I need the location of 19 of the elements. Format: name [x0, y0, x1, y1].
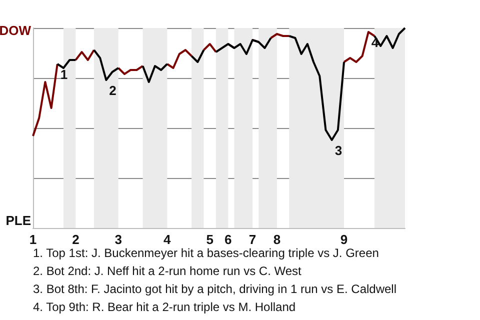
x-tick-label: 9 [340, 232, 348, 247]
text: 2. Bot 2nd: J. Neff hit a 2-run home run vs C. West [33, 264, 302, 278]
text: 1. Top 1st: J. Buckenmeyer hit a bases-clearing triple vs J. Green [33, 246, 379, 260]
text: DOW [0, 23, 32, 38]
x-tick-label: 3 [114, 232, 122, 247]
annotation: 1 [60, 67, 68, 82]
text: 3. Bot 8th: F. Jacinto got hit by a pitch, driving in 1 run vs E. Caldwell [33, 282, 397, 296]
x-tick-label: 7 [248, 232, 256, 247]
x-tick-label: 4 [164, 232, 172, 247]
x-tick-label: 6 [224, 232, 232, 247]
annotation: 2 [109, 83, 116, 98]
x-tick-label: 2 [72, 232, 80, 247]
x-tick-label: 8 [273, 232, 281, 247]
x-tick-label: 5 [206, 232, 214, 247]
text: 4. Top 9th: R. Bear hit a 2-run triple vs M. Holland [33, 300, 296, 314]
text: PLE [6, 213, 32, 228]
annotation: 3 [334, 143, 342, 158]
annotation: 4 [371, 35, 380, 50]
x-tick-label: 1 [29, 232, 37, 247]
